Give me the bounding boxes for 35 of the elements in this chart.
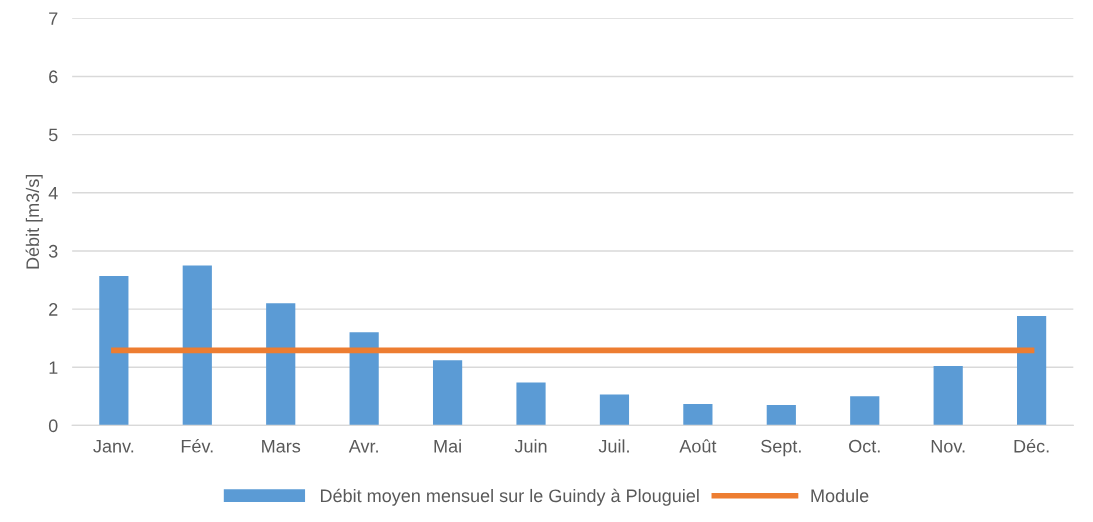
bar (599, 394, 630, 426)
y-tick-label: 1 (49, 361, 58, 374)
bar (683, 403, 713, 426)
x-tick-label: Juin (514, 439, 547, 453)
y-tick-label: 0 (48, 419, 58, 433)
bar (1017, 316, 1047, 426)
bar (933, 366, 963, 426)
legend-label: Débit moyen mensuel sur le Guindy à Plouguiel (320, 488, 699, 506)
bar (99, 275, 129, 426)
x-tick-label: Oct. (849, 439, 880, 453)
bar (766, 405, 796, 426)
y-tick-label: 2 (49, 303, 58, 316)
bar (266, 303, 296, 426)
y-tick-label: 7 (49, 12, 58, 25)
bar (432, 360, 463, 426)
x-tick-label: Mai (434, 439, 461, 453)
bar (516, 382, 546, 426)
x-tick-label: Sept. (761, 439, 801, 457)
x-tick-label: Janv. (93, 439, 134, 453)
bar (349, 332, 379, 426)
x-tick-label: Mars (262, 439, 301, 453)
y-tick-label: 3 (48, 244, 58, 258)
y-tick-label: 4 (48, 186, 58, 200)
y-tick-label: 6 (49, 70, 58, 84)
bar (850, 396, 880, 426)
x-tick-label: Nov. (931, 439, 965, 453)
bar (182, 265, 212, 426)
x-tick-label: Août (679, 439, 717, 453)
x-tick-label: Avr. (348, 439, 378, 453)
x-tick-label: Déc. (1014, 439, 1049, 453)
legend-label: Module (811, 488, 869, 503)
y-axis-title: Débit [m3/s] (25, 174, 43, 269)
y-tick-label: 5 (48, 128, 58, 142)
x-tick-label: Juil. (598, 439, 629, 453)
x-tick-label: Fév. (181, 439, 213, 453)
